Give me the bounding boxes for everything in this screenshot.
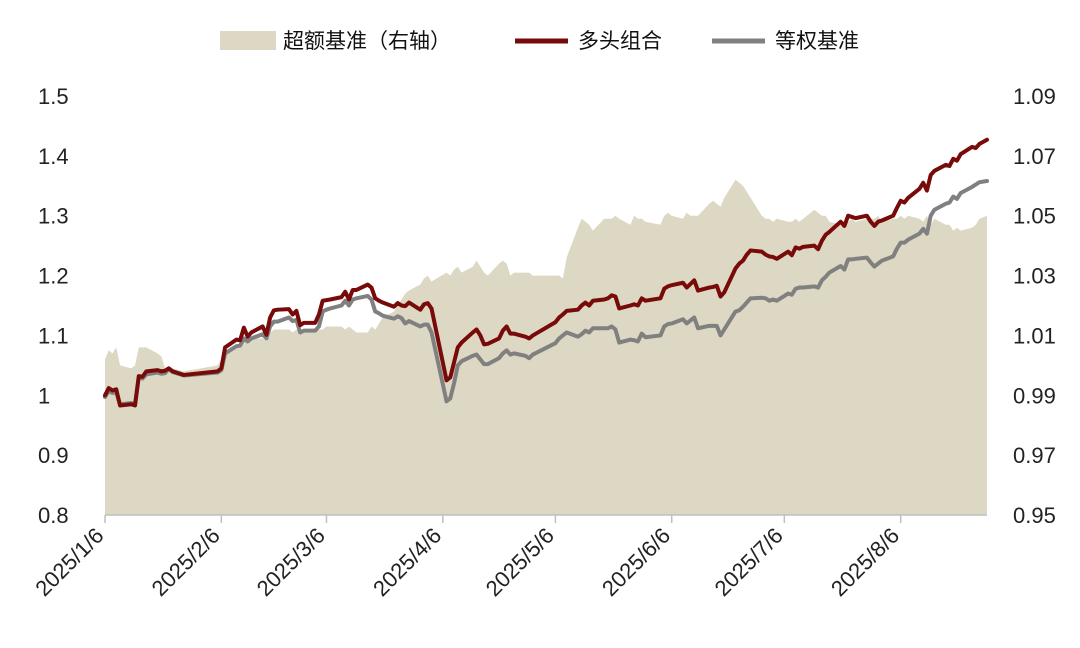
y-right-tick-label: 0.97	[1013, 443, 1056, 468]
y-left-tick-label: 1.4	[38, 144, 69, 169]
x-axis	[104, 514, 987, 523]
x-tick-label: 2025/4/6	[368, 523, 446, 601]
x-axis-labels: 2025/1/6 2025/2/6 2025/3/6 2025/4/6 2025/5/6…	[30, 523, 904, 601]
y-right-tick-label: 1.05	[1013, 204, 1056, 229]
y-left-tick-label: 1.5	[38, 84, 69, 109]
x-tick-label: 2025/5/6	[481, 523, 559, 601]
legend-item-equal-weight[interactable]: 等权基准	[712, 29, 859, 53]
legend-item-excess[interactable]: 超额基准（右轴）	[220, 29, 451, 53]
y-left-tick-label: 0.9	[38, 443, 69, 468]
y-left-tick-label: 1.3	[38, 204, 69, 229]
y-axis-left: 1.5 1.4 1.3 1.2 1.1 1 0.9 0.8	[38, 84, 69, 528]
y-left-tick-label: 0.8	[38, 503, 69, 528]
y-right-tick-label: 1.01	[1013, 323, 1056, 348]
y-left-tick-label: 1.2	[38, 264, 69, 289]
y-left-tick-label: 1.1	[38, 323, 69, 348]
legend-label-equal-weight: 等权基准	[775, 29, 859, 53]
line-layer	[103, 137, 989, 408]
y-left-tick-label: 1	[38, 383, 50, 408]
x-tick-label: 2025/3/6	[252, 523, 330, 601]
y-right-tick-label: 1.03	[1013, 264, 1056, 289]
y-right-tick-label: 0.99	[1013, 383, 1056, 408]
series-line-long-portfolio	[103, 137, 989, 408]
y-right-tick-label: 1.09	[1013, 84, 1056, 109]
x-tick-label: 2025/7/6	[710, 523, 788, 601]
x-tick-label: 2025/2/6	[147, 523, 225, 601]
y-right-tick-label: 1.07	[1013, 144, 1056, 169]
legend-label-excess: 超额基准（右轴）	[283, 29, 451, 53]
x-tick-label: 2025/8/6	[826, 523, 904, 601]
legend-label-long-portfolio: 多头组合	[578, 29, 662, 53]
series-line-equal-weight	[103, 179, 989, 407]
y-right-tick-label: 0.95	[1013, 503, 1056, 528]
x-tick-label: 2025/6/6	[597, 523, 675, 601]
legend: 超额基准（右轴） 多头组合 等权基准	[220, 29, 859, 53]
x-tick-label: 2025/1/6	[30, 523, 108, 601]
legend-item-long-portfolio[interactable]: 多头组合	[515, 29, 662, 53]
legend-swatch-excess	[220, 31, 276, 50]
y-axis-right: 1.09 1.07 1.05 1.03 1.01 0.99 0.97 0.95	[1013, 84, 1056, 528]
